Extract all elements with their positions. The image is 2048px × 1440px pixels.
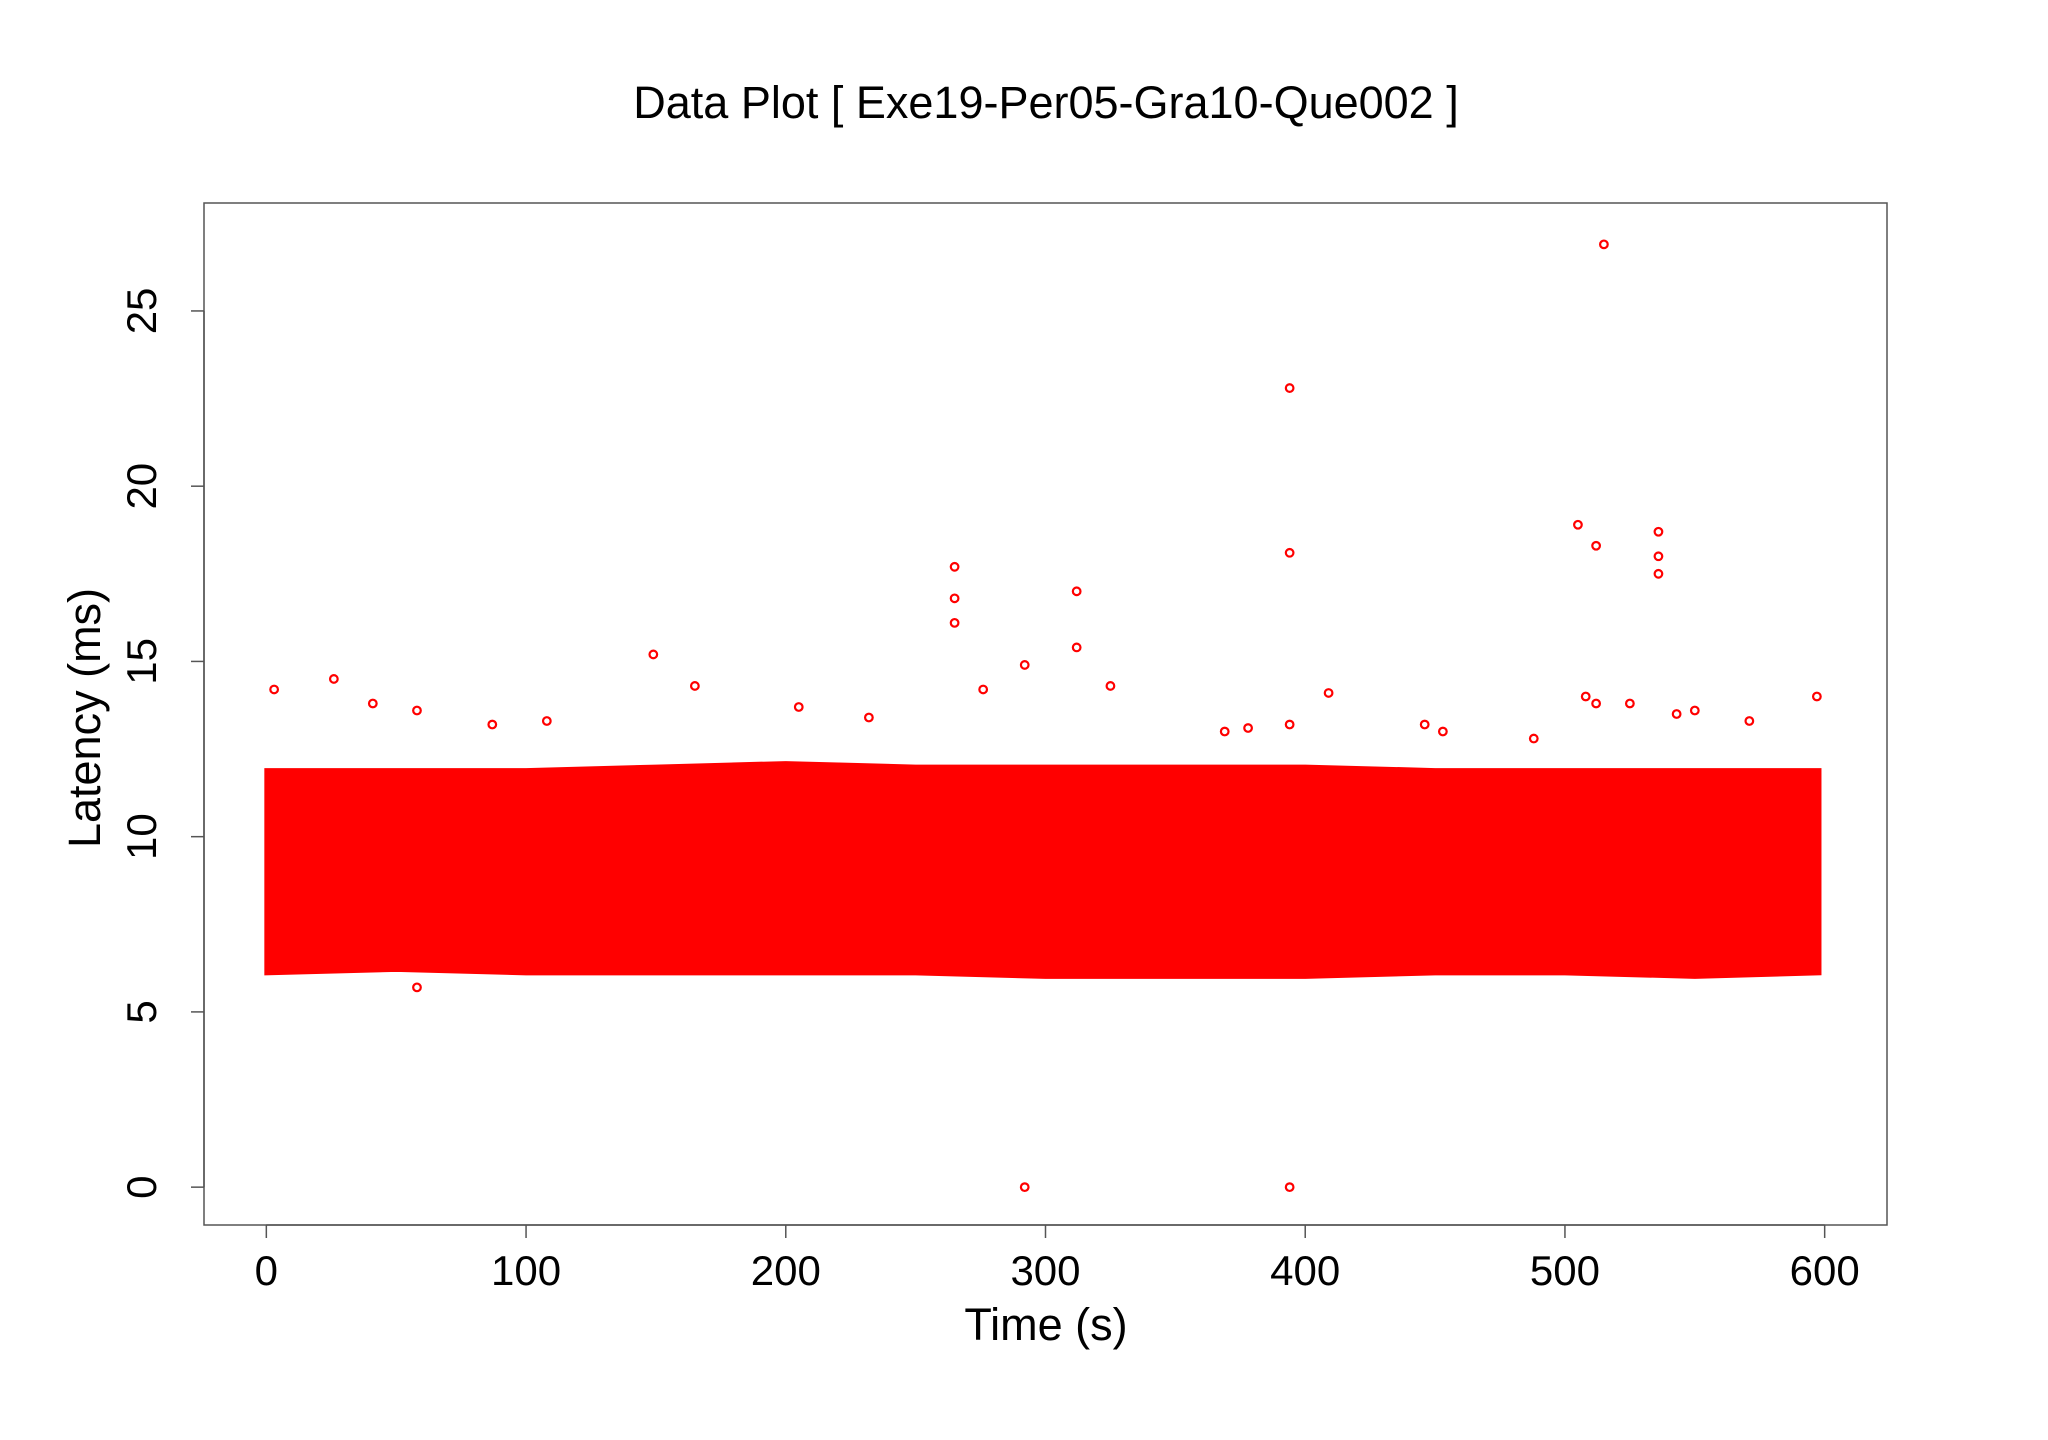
data-point [367,698,378,709]
data-point [1671,709,1682,719]
y-tick-label: 5 [118,1000,165,1023]
data-point [1019,660,1030,670]
x-axis-label: Time (s) [964,1299,1127,1350]
x-tick-label: 200 [751,1247,821,1294]
data-point [269,684,280,695]
data-point [1284,719,1295,730]
data-point [1419,719,1430,730]
x-tick-label: 300 [1010,1247,1080,1294]
y-tick-label: 10 [118,813,165,860]
data-point [1528,733,1539,744]
data-point [1219,726,1230,737]
x-tick-label: 0 [255,1247,278,1294]
data-point [1019,1182,1030,1193]
data-point [949,617,960,628]
data-point [1599,239,1609,250]
data-point [1071,642,1082,653]
data-point [1591,698,1602,709]
data-point [793,702,804,712]
x-tick-label: 600 [1790,1247,1860,1294]
data-point [1071,586,1082,597]
data-point [1591,540,1602,551]
data-point [863,712,874,723]
x-tick-label: 100 [491,1247,561,1294]
data-point [978,684,989,695]
data-point [1437,726,1448,737]
y-tick-label: 0 [118,1175,165,1198]
data-point [1580,691,1591,702]
data-point [1573,519,1583,530]
data-point [1284,383,1295,393]
data-point [541,716,552,726]
data-point [328,674,339,684]
data-point [1105,681,1116,691]
data-point [1653,551,1664,562]
y-tick-label: 25 [118,288,165,335]
y-tick-label: 20 [118,463,165,510]
dense-point-band [264,761,1822,979]
data-point [1284,1182,1295,1193]
y-tick-label: 15 [118,638,165,685]
chart-title: Data Plot [ Exe19-Per05-Gra10-Que002 ] [633,77,1458,128]
data-point [1744,716,1755,726]
data-point [412,982,422,993]
data-point [949,561,960,572]
data-point [1811,691,1822,702]
x-tick-label: 400 [1270,1247,1340,1294]
y-axis-label: Latency (ms) [59,588,110,848]
data-point [949,593,960,604]
data-point [1323,688,1334,698]
data-point [689,681,700,691]
data-point [1653,568,1664,579]
data-point [1243,723,1253,733]
x-tick-label: 500 [1530,1247,1600,1294]
data-point [1284,547,1295,558]
data-point [412,705,422,716]
data-point [487,719,498,730]
data-point [1689,705,1700,716]
data-point [648,649,659,660]
data-point [1653,526,1664,537]
data-point [1624,698,1635,709]
